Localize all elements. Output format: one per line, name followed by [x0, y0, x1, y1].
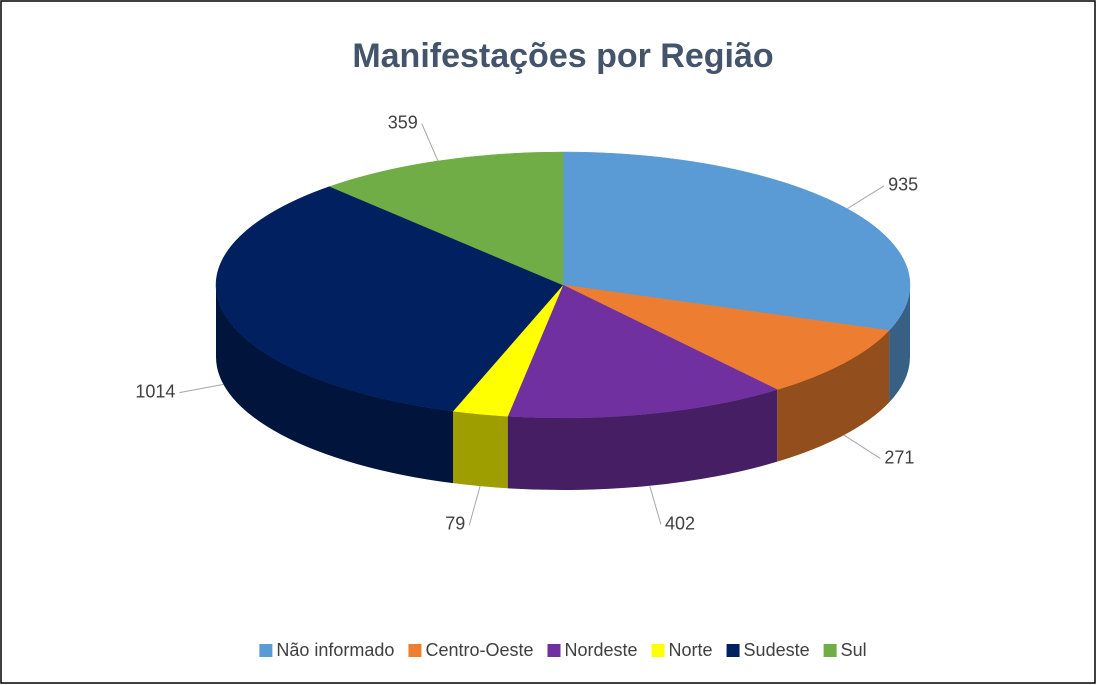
leader-line — [649, 485, 662, 525]
slice-side — [453, 411, 508, 489]
legend-swatch — [823, 644, 837, 657]
leader-line — [843, 434, 881, 459]
legend-label: Nordeste — [564, 640, 637, 660]
data-label: 359 — [388, 112, 418, 132]
slice-side — [889, 285, 910, 403]
slice — [562, 151, 911, 331]
legend-label: Sul — [841, 640, 867, 660]
slice — [562, 284, 890, 390]
slice — [215, 186, 564, 412]
legend-swatch — [408, 644, 422, 657]
legend-label: Sudeste — [744, 640, 810, 660]
legend-label: Centro-Oeste — [425, 640, 533, 660]
slice-side — [777, 330, 890, 462]
data-label: 79 — [445, 514, 465, 534]
slice — [329, 151, 564, 286]
legend-label: Norte — [669, 640, 713, 660]
leader-line — [179, 383, 224, 394]
data-label: 271 — [884, 447, 914, 467]
slice-side — [216, 285, 454, 484]
leader-line — [421, 123, 439, 162]
legend-swatch — [547, 644, 561, 657]
legend-swatch — [726, 644, 740, 657]
leader-line — [468, 486, 481, 526]
legend-label: Não informado — [276, 640, 394, 660]
legend-swatch — [651, 644, 665, 657]
data-label: 1014 — [135, 381, 175, 401]
slice — [507, 284, 778, 419]
legend: Não informado Centro-Oeste Nordeste Norte Su… — [259, 640, 867, 660]
data-label: 402 — [665, 513, 695, 533]
legend-swatch — [259, 644, 273, 657]
slice-side — [507, 389, 778, 491]
leader-line — [846, 185, 885, 210]
data-label: 935 — [888, 175, 918, 195]
chart-title: Manifestações por Região — [352, 37, 773, 75]
